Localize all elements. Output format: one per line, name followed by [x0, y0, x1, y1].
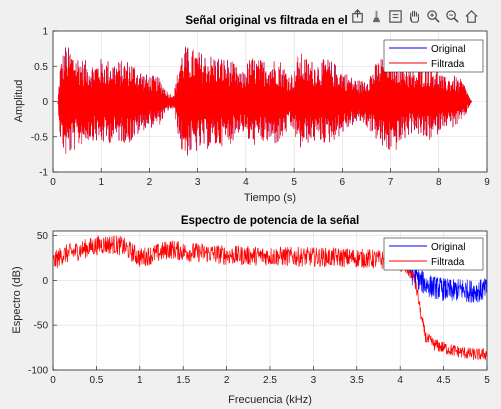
x-tick-label: 0.5	[89, 375, 103, 386]
x-tick-label: 1	[137, 375, 143, 386]
export-icon[interactable]	[349, 8, 365, 24]
y-tick-label: -0.5	[31, 132, 49, 143]
x-tick-label: 3	[195, 177, 201, 188]
x-tick-label: 3	[311, 375, 317, 386]
y-tick-label: 0	[42, 276, 48, 287]
time-chart-title: Señal original vs filtrada en el t	[185, 15, 355, 27]
x-tick-label: 4	[243, 177, 249, 188]
x-tick-label: 6	[340, 177, 346, 188]
time-chart-ylabel: Amplitud	[13, 80, 25, 123]
spectrum-axes[interactable]: 0 0.5 1 1.5 2 2.5 3 3.5 4 4.5 5 -100 -50 0 50 Espectro…	[11, 215, 490, 406]
x-tick-label: 0	[50, 375, 56, 386]
zoom-in-icon[interactable]	[425, 8, 441, 24]
x-tick-label: 2	[224, 375, 230, 386]
series-original-spectrum	[408, 262, 488, 303]
spectrum-chart-legend[interactable]: Original Filtrada	[383, 237, 484, 271]
x-tick-label: 9	[484, 177, 490, 188]
legend-label-filtrada: Filtrada	[431, 257, 465, 268]
series-filtrada-time	[57, 46, 473, 156]
data-tips-icon[interactable]	[387, 8, 403, 24]
legend-label-original: Original	[431, 44, 465, 55]
zoom-out-icon[interactable]	[444, 8, 460, 24]
spectrum-axes-ticks: 0 0.5 1 1.5 2 2.5 3 3.5 4 4.5 5 -100 -50 0 50	[28, 231, 490, 386]
time-chart-legend[interactable]: Original Filtrada	[383, 39, 484, 73]
x-tick-label: 4.5	[437, 375, 451, 386]
y-tick-label: 50	[37, 231, 49, 242]
x-tick-label: 5	[291, 177, 297, 188]
x-tick-label: 0	[50, 177, 56, 188]
axes-toolbar	[347, 7, 481, 25]
spectrum-chart-title: Espectro de potencia de la señal	[181, 215, 359, 227]
x-tick-label: 3.5	[350, 375, 364, 386]
time-axes-ticks: 0 1 2 3 4 5 6 7 8 9 -1 -0.5 0 0.5 1	[31, 27, 490, 189]
spectrum-chart-xlabel: Frecuencia (kHz)	[228, 394, 312, 406]
pan-icon[interactable]	[406, 8, 422, 24]
x-tick-label: 1.5	[176, 375, 190, 386]
x-tick-label: 4	[397, 375, 403, 386]
x-tick-label: 5	[484, 375, 490, 386]
legend-label-original: Original	[431, 242, 465, 253]
y-tick-label: -50	[34, 321, 49, 332]
x-tick-label: 8	[436, 177, 442, 188]
x-tick-label: 1	[98, 177, 104, 188]
series-filtrada-spectrum	[52, 235, 488, 361]
x-tick-label: 2.5	[263, 375, 277, 386]
spectrum-chart-ylabel: Espectro (dB)	[11, 266, 23, 333]
y-tick-label: -100	[28, 366, 48, 377]
y-tick-label: 0.5	[34, 62, 48, 73]
x-tick-label: 7	[388, 177, 394, 188]
time-axes[interactable]: 0 1 2 3 4 5 6 7 8 9 -1 -0.5 0 0.5 1 Señal original vs …	[13, 15, 490, 204]
x-tick-label: 2	[147, 177, 153, 188]
y-tick-label: 1	[42, 27, 48, 38]
y-tick-label: 0	[42, 97, 48, 108]
home-icon[interactable]	[463, 8, 479, 24]
y-tick-label: -1	[39, 168, 48, 179]
time-chart-xlabel: Tiempo (s)	[244, 192, 296, 204]
legend-label-filtrada: Filtrada	[431, 59, 465, 70]
brush-icon[interactable]	[368, 8, 384, 24]
